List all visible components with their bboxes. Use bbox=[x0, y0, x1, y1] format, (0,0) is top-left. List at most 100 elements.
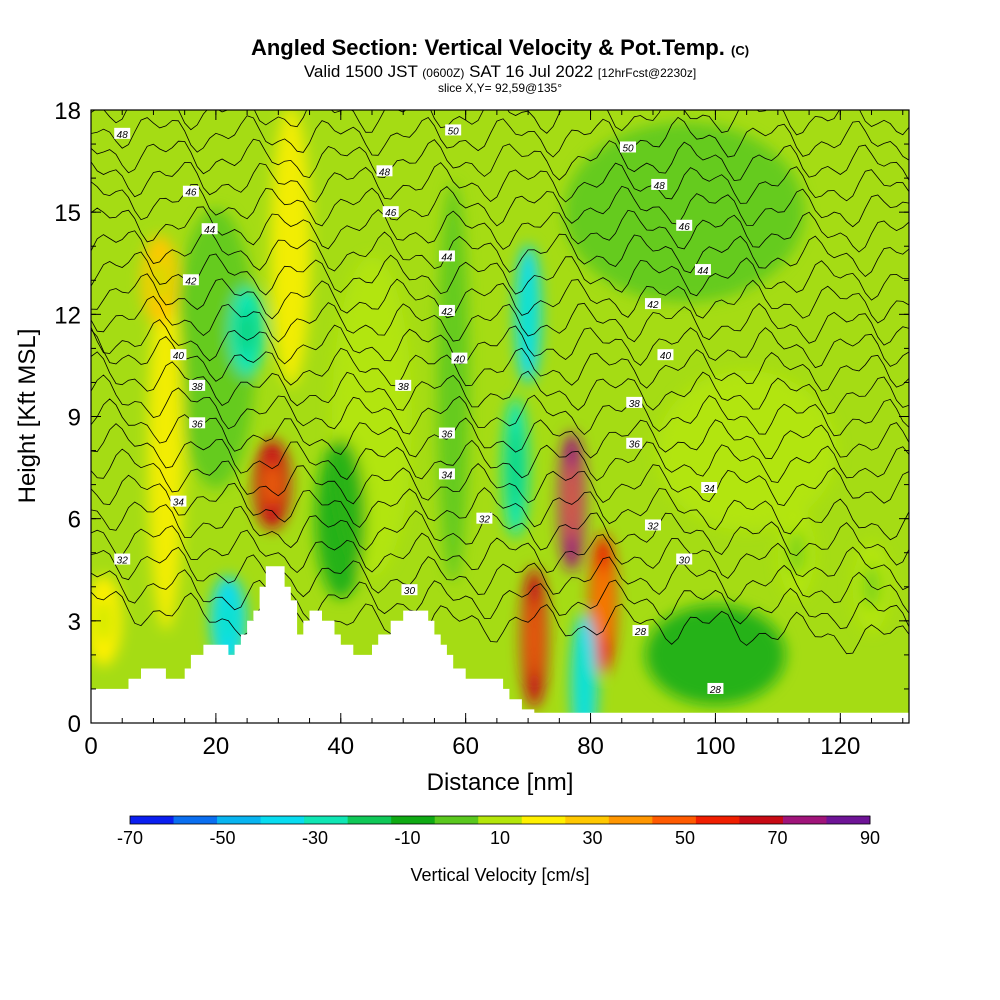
contour-label-30: 30 bbox=[401, 584, 418, 597]
svg-text:46: 46 bbox=[185, 188, 197, 199]
contour-label-9: 44 bbox=[438, 250, 455, 263]
colorbar-swatch-1 bbox=[173, 816, 218, 824]
colorbar-swatch-10 bbox=[565, 816, 610, 824]
velocity-core-9 bbox=[508, 427, 523, 508]
contour-label-16: 40 bbox=[657, 349, 674, 362]
svg-text:38: 38 bbox=[398, 382, 410, 393]
colorbar-swatch-5 bbox=[347, 816, 392, 824]
theta-contour-31 bbox=[91, 525, 909, 591]
contour-label-1: 50 bbox=[445, 124, 462, 137]
theta-contour-35 bbox=[91, 423, 909, 483]
colorbar-tick-4: 10 bbox=[490, 828, 510, 848]
svg-text:42: 42 bbox=[647, 300, 659, 311]
colorbar-swatch-2 bbox=[217, 816, 262, 824]
colorbar-tick-6: 50 bbox=[675, 828, 695, 848]
colorbar-swatch-16 bbox=[826, 816, 871, 824]
colorbar-swatch-8 bbox=[478, 816, 523, 824]
velocity-core-0 bbox=[94, 598, 113, 643]
plot-area: 48 50 50 48 48 46 46 46 44 44 44 42 42 42 40 40 40 38 38 38… bbox=[90, 109, 910, 724]
contour-label-26: 32 bbox=[476, 512, 493, 526]
contour-label-23: 34 bbox=[438, 468, 455, 481]
svg-text:44: 44 bbox=[441, 252, 453, 263]
svg-text:50: 50 bbox=[448, 126, 460, 137]
terrain bbox=[91, 566, 909, 723]
contour-label-18: 38 bbox=[395, 379, 412, 393]
velocity-background-7 bbox=[437, 182, 470, 583]
colorbar-tick-5: 30 bbox=[582, 828, 602, 848]
contour-label-6: 46 bbox=[382, 206, 399, 219]
y-axis-label: Height [Kft MSL] bbox=[14, 329, 41, 504]
contour-label-15: 40 bbox=[451, 352, 468, 366]
colorbar-swatch-7 bbox=[434, 816, 479, 824]
valid-zulu: (0600Z) bbox=[422, 66, 465, 80]
contour-label-11: 42 bbox=[182, 274, 199, 287]
contour-label-10: 44 bbox=[694, 264, 711, 277]
theta-contour-36 bbox=[91, 398, 909, 460]
y-tick-0: 0 bbox=[68, 711, 81, 738]
colorbar-tick-2: -30 bbox=[302, 828, 328, 848]
svg-text:40: 40 bbox=[454, 355, 466, 366]
velocity-core-3 bbox=[527, 597, 542, 678]
colorbar-tick-1: -50 bbox=[209, 828, 235, 848]
y-tick-6: 6 bbox=[68, 507, 81, 534]
contour-label-21: 36 bbox=[438, 427, 455, 441]
colorbar-swatch-15 bbox=[782, 816, 827, 824]
svg-text:44: 44 bbox=[697, 266, 709, 277]
svg-text:50: 50 bbox=[622, 143, 634, 154]
theta-contour-41 bbox=[91, 295, 909, 346]
theta-contour-42 bbox=[91, 273, 909, 324]
colorbar-swatch-4 bbox=[304, 816, 349, 824]
colorbar-swatch-0 bbox=[130, 816, 175, 824]
contour-label-32: 28 bbox=[707, 682, 724, 696]
contour-label-19: 38 bbox=[626, 396, 643, 410]
svg-text:46: 46 bbox=[679, 222, 691, 233]
x-tick-0: 0 bbox=[84, 733, 97, 760]
svg-text:34: 34 bbox=[441, 470, 453, 481]
contour-label-5: 46 bbox=[182, 185, 199, 199]
velocity-background-5 bbox=[270, 110, 311, 387]
theta-contour-47 bbox=[91, 161, 909, 204]
colorbar-swatch-14 bbox=[739, 816, 784, 824]
velocity-core-4 bbox=[564, 461, 579, 542]
contour-label-7: 46 bbox=[676, 219, 693, 233]
theta-contour-46 bbox=[91, 181, 909, 228]
contour-label-29: 30 bbox=[676, 553, 693, 567]
theta-contour-34 bbox=[91, 448, 909, 506]
theta-contour-33 bbox=[91, 474, 909, 541]
title-block: Angled Section: Vertical Velocity & Pot.… bbox=[0, 35, 1000, 95]
svg-text:36: 36 bbox=[629, 440, 641, 451]
contour-label-8: 44 bbox=[201, 223, 218, 236]
contour-label-28: 32 bbox=[114, 553, 131, 567]
velocity-background-3 bbox=[656, 370, 837, 531]
chart-title-unit: (C) bbox=[731, 43, 750, 58]
svg-text:46: 46 bbox=[385, 208, 397, 219]
velocity-core-11 bbox=[787, 530, 806, 575]
colorbar-swatch-3 bbox=[260, 816, 305, 824]
svg-text:48: 48 bbox=[117, 130, 129, 141]
contour-label-13: 42 bbox=[644, 298, 661, 311]
x-tick-20: 20 bbox=[203, 733, 230, 760]
slice-info: slice X,Y= 92,59@135° bbox=[437, 81, 563, 95]
colorbar-swatch-13 bbox=[695, 816, 740, 824]
contour-label-4: 48 bbox=[651, 178, 668, 192]
velocity-core-1 bbox=[150, 258, 169, 303]
chart-title-text: Angled Section: Vertical Velocity & Pot.… bbox=[250, 35, 725, 60]
y-tick-15: 15 bbox=[54, 200, 81, 227]
contour-label-12: 42 bbox=[438, 304, 455, 318]
contour-label-17: 38 bbox=[189, 379, 206, 393]
svg-text:34: 34 bbox=[704, 484, 716, 495]
valid-date: SAT 16 Jul 2022 bbox=[469, 62, 594, 81]
colorbar-swatch-11 bbox=[608, 816, 653, 824]
svg-text:38: 38 bbox=[629, 399, 641, 410]
y-tick-12: 12 bbox=[54, 302, 81, 329]
svg-text:44: 44 bbox=[204, 225, 216, 236]
x-tick-60: 60 bbox=[452, 733, 479, 760]
forecast-info: [12hrFcst@2230z] bbox=[597, 66, 697, 80]
velocity-core-6 bbox=[577, 642, 592, 723]
theta-contour-29 bbox=[91, 569, 909, 630]
velocity-fill bbox=[91, 110, 890, 723]
theta-contour-48 bbox=[91, 138, 909, 182]
velocity-core-8 bbox=[521, 274, 536, 355]
y-tick-18: 18 bbox=[54, 98, 81, 125]
